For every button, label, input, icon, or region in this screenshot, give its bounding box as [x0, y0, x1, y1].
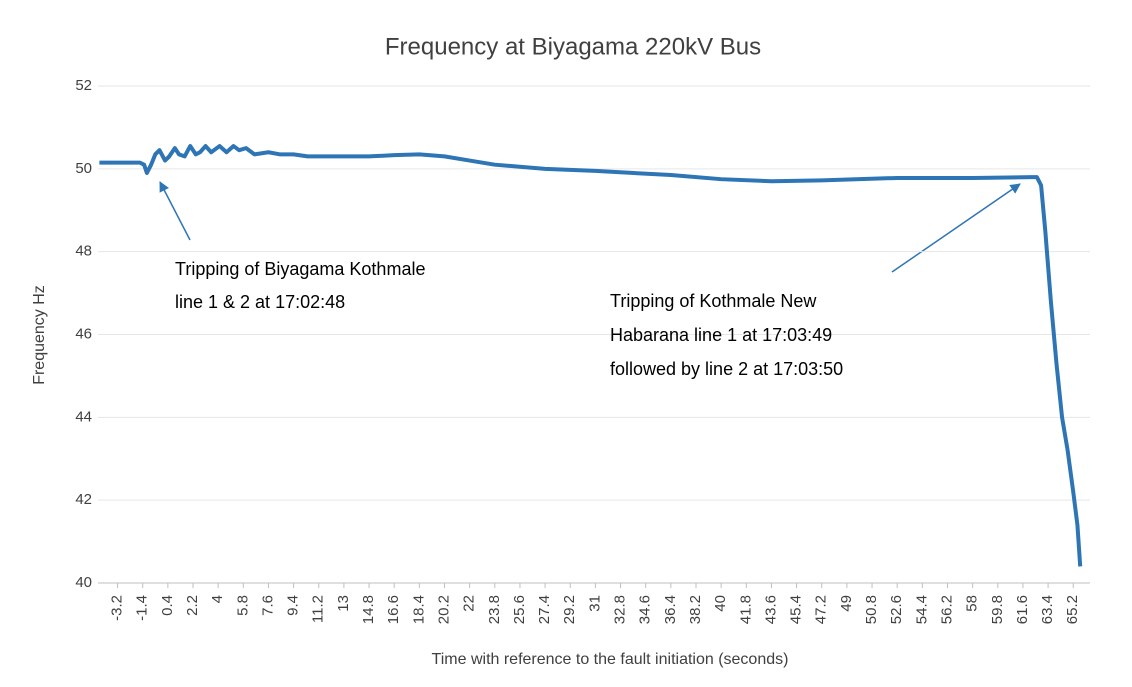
- x-tick-label: 52.6: [888, 595, 905, 624]
- x-tick-label: 65.2: [1064, 595, 1081, 624]
- x-tick-label: 38.2: [687, 595, 704, 624]
- y-tick-label: 48: [75, 243, 92, 260]
- x-tick-label: 50.8: [863, 595, 880, 624]
- x-tick-label: 56.2: [938, 595, 955, 624]
- x-tick-label: 63.4: [1039, 595, 1056, 624]
- y-tick-label: 40: [75, 574, 92, 591]
- x-tick-label: 0.4: [159, 595, 176, 616]
- x-tick-label: 13: [335, 595, 352, 612]
- x-tick-label: 43.6: [762, 595, 779, 624]
- x-tick-label: 7.6: [259, 595, 276, 616]
- x-tick-label: -3.2: [109, 595, 126, 621]
- x-tick-label: 36.4: [662, 595, 679, 624]
- x-tick-label: 20.2: [435, 595, 452, 624]
- x-tick-label: 49: [838, 595, 855, 612]
- data-line: [99, 144, 1083, 567]
- chart-title: Frequency at Biyagama 220kV Bus: [385, 33, 761, 60]
- x-tick-label: 16.6: [385, 595, 402, 624]
- x-tick-label: 41.8: [737, 595, 754, 624]
- y-tick-label: 46: [75, 325, 92, 342]
- x-tick-label: 2.2: [184, 595, 201, 616]
- x-tick-label: 54.4: [913, 595, 930, 624]
- x-tick-label: 22: [461, 595, 478, 612]
- x-tick-label: 27.4: [536, 595, 553, 624]
- annotation: Habarana line 1 at 17:03:49: [610, 325, 832, 345]
- x-tick-label: 14.8: [360, 595, 377, 624]
- x-tick-label: 29.2: [561, 595, 578, 624]
- x-tick-label: 18.4: [410, 595, 427, 624]
- x-tick-label: 25.6: [511, 595, 528, 624]
- annotation: line 1 & 2 at 17:02:48: [175, 292, 345, 312]
- x-tick-label: 47.2: [813, 595, 830, 624]
- y-tick-label: 42: [75, 491, 92, 508]
- annotation-arrow: [891, 183, 1021, 273]
- x-tick-label: 40: [712, 595, 729, 612]
- x-tick-label: 45.4: [788, 595, 805, 624]
- x-axis-title: Time with reference to the fault initiat…: [432, 651, 789, 668]
- x-tick-label: -1.4: [134, 595, 151, 621]
- annotation: Tripping of Kothmale New: [610, 291, 817, 311]
- annotation: followed by line 2 at 17:03:50: [610, 359, 843, 379]
- x-tick-label: 34.6: [637, 595, 654, 624]
- x-tick-label: 61.6: [1014, 595, 1031, 624]
- annotation-arrow: [159, 181, 191, 241]
- x-tick-label: 11.2: [310, 595, 327, 623]
- y-tick-label: 52: [75, 77, 92, 94]
- y-tick-label: 44: [75, 408, 92, 425]
- y-axis-title: Frequency Hz: [31, 285, 48, 385]
- x-tick-label: 31: [586, 595, 603, 612]
- x-tick-label: 4: [209, 595, 226, 603]
- x-tick-label: 58: [964, 595, 981, 612]
- y-tick-label: 50: [75, 160, 92, 177]
- x-tick-label: 59.8: [989, 595, 1006, 624]
- x-tick-label: 5.8: [234, 595, 251, 616]
- annotation: Tripping of Biyagama Kothmale: [175, 259, 425, 279]
- x-tick-label: 23.8: [486, 595, 503, 624]
- x-tick-label: 32.8: [612, 595, 629, 624]
- x-tick-label: 9.4: [285, 595, 302, 616]
